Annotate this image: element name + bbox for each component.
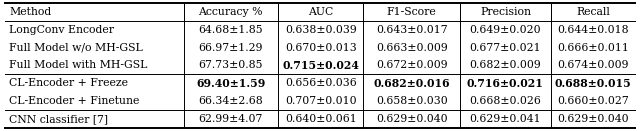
- Text: 0.682±0.009: 0.682±0.009: [470, 61, 541, 70]
- Text: Precision: Precision: [480, 7, 531, 17]
- Text: 0.677±0.021: 0.677±0.021: [470, 43, 541, 53]
- Text: 64.68±1.85: 64.68±1.85: [198, 25, 263, 35]
- Text: F1-Score: F1-Score: [387, 7, 436, 17]
- Text: 0.674±0.009: 0.674±0.009: [557, 61, 628, 70]
- Text: CNN classifier [7]: CNN classifier [7]: [9, 114, 108, 124]
- Text: 0.629±0.041: 0.629±0.041: [470, 114, 541, 124]
- Text: 0.640±0.061: 0.640±0.061: [285, 114, 356, 124]
- Text: 0.672±0.009: 0.672±0.009: [376, 61, 447, 70]
- Text: Full Model w/o MH-GSL: Full Model w/o MH-GSL: [9, 43, 143, 53]
- Text: 0.663±0.009: 0.663±0.009: [376, 43, 447, 53]
- Text: 0.629±0.040: 0.629±0.040: [557, 114, 628, 124]
- Text: 66.97±1.29: 66.97±1.29: [198, 43, 263, 53]
- Text: 0.668±0.026: 0.668±0.026: [470, 96, 541, 106]
- Text: Recall: Recall: [576, 7, 610, 17]
- Text: LongConv Encoder: LongConv Encoder: [9, 25, 114, 35]
- Text: AUC: AUC: [308, 7, 333, 17]
- Text: 0.670±0.013: 0.670±0.013: [285, 43, 356, 53]
- Text: 0.660±0.027: 0.660±0.027: [557, 96, 628, 106]
- Text: 67.73±0.85: 67.73±0.85: [198, 61, 263, 70]
- Text: 62.99±4.07: 62.99±4.07: [198, 114, 263, 124]
- Text: 0.716±0.021: 0.716±0.021: [467, 78, 544, 89]
- Text: Accuracy %: Accuracy %: [198, 7, 263, 17]
- Text: 0.707±0.010: 0.707±0.010: [285, 96, 356, 106]
- Text: Method: Method: [9, 7, 51, 17]
- Text: 0.638±0.039: 0.638±0.039: [285, 25, 356, 35]
- Text: 69.40±1.59: 69.40±1.59: [196, 78, 266, 89]
- Text: 0.715±0.024: 0.715±0.024: [282, 60, 359, 71]
- Text: 0.656±0.036: 0.656±0.036: [285, 78, 356, 88]
- Text: 0.658±0.030: 0.658±0.030: [376, 96, 447, 106]
- Text: 0.643±0.017: 0.643±0.017: [376, 25, 447, 35]
- Text: 0.644±0.018: 0.644±0.018: [557, 25, 628, 35]
- Text: Full Model with MH-GSL: Full Model with MH-GSL: [9, 61, 147, 70]
- Text: 0.688±0.015: 0.688±0.015: [554, 78, 631, 89]
- Text: 66.34±2.68: 66.34±2.68: [198, 96, 263, 106]
- Text: 0.666±0.011: 0.666±0.011: [557, 43, 629, 53]
- Text: 0.649±0.020: 0.649±0.020: [470, 25, 541, 35]
- Text: 0.629±0.040: 0.629±0.040: [376, 114, 447, 124]
- Text: CL-Encoder + Finetune: CL-Encoder + Finetune: [9, 96, 140, 106]
- Text: 0.682±0.016: 0.682±0.016: [373, 78, 450, 89]
- Text: CL-Encoder + Freeze: CL-Encoder + Freeze: [9, 78, 128, 88]
